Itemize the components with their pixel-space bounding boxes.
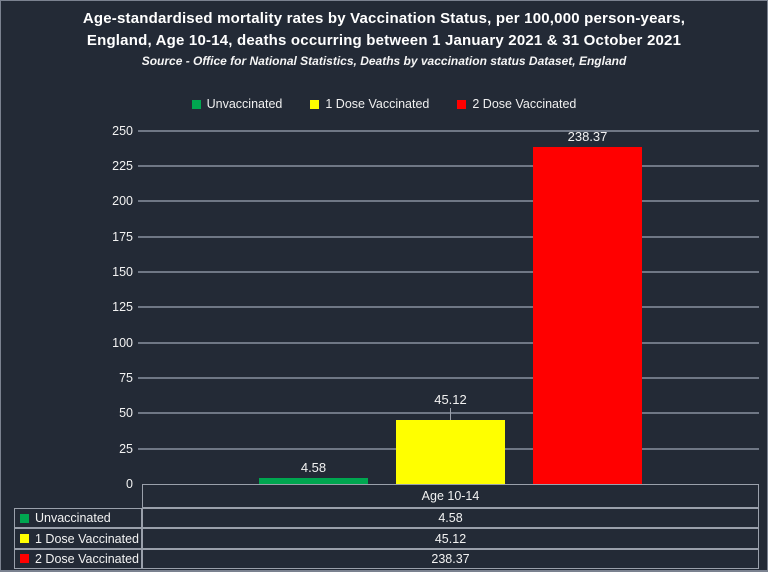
gridline-175 (138, 235, 759, 238)
table-header-cell: Age 10-14 (142, 484, 759, 508)
chart-source-subtitle: Source - Office for National Statistics,… (141, 54, 627, 68)
gridline-125 (138, 306, 759, 309)
table-value-cell-0: 4.58 (142, 508, 759, 529)
gridline-75 (138, 376, 759, 379)
bar-value-label: 238.37 (567, 128, 608, 144)
gridline-250 (138, 129, 759, 132)
bar-value-label: 4.58 (300, 459, 327, 475)
bar-1-dose-vaccinated (396, 420, 505, 484)
title-block: Age-standardised mortality rates by Vacc… (1, 8, 767, 70)
bar-value-label: 45.12 (434, 392, 467, 408)
bar-unvaccinated (259, 477, 368, 484)
gridline-200 (138, 200, 759, 203)
y-tick-label-175: 175 (112, 229, 133, 244)
legend-label: Unvaccinated (206, 97, 283, 111)
gridline-150 (138, 270, 759, 273)
legend-swatch-icon (310, 99, 320, 109)
table-key-label: 2 Dose Vaccinated (35, 551, 139, 566)
y-tick-label-75: 75 (119, 370, 133, 385)
table-key-cell-0: Unvaccinated (14, 508, 142, 529)
y-tick-label-250: 250 (112, 123, 133, 138)
label-leader-line (450, 408, 451, 421)
table-value-cell-1: 45.12 (142, 528, 759, 549)
y-tick-label-100: 100 (112, 335, 133, 350)
table-key-swatch-icon (20, 554, 29, 564)
table-key-cell-1: 1 Dose Vaccinated (14, 528, 142, 549)
legend-swatch-icon (191, 99, 201, 109)
y-tick-label-150: 150 (112, 264, 133, 279)
y-tick-label-225: 225 (112, 158, 133, 173)
table-key-label: Unvaccinated (35, 511, 111, 526)
legend-label: 2 Dose Vaccinated (472, 97, 577, 111)
y-tick-label-125: 125 (112, 300, 133, 315)
legend-label: 1 Dose Vaccinated (325, 97, 430, 111)
legend-item-1: 1 Dose Vaccinated (310, 97, 429, 111)
table-value-cell-2: 238.37 (142, 548, 759, 570)
gridline-100 (138, 341, 759, 344)
gridline-50 (138, 412, 759, 415)
y-tick-label-25: 25 (119, 441, 133, 456)
y-tick-label-50: 50 (119, 406, 133, 421)
chart-title-line-1: Age-standardised mortality rates by Vacc… (82, 10, 686, 27)
y-tick-label-200: 200 (112, 194, 133, 209)
gridline-225 (138, 164, 759, 167)
table-key-label: 1 Dose Vaccinated (35, 531, 139, 546)
table-key-swatch-icon (20, 534, 29, 544)
chart-title-line-2: England, Age 10-14, deaths occurring bet… (86, 32, 682, 49)
table-key-cell-2: 2 Dose Vaccinated (14, 548, 142, 570)
table-key-swatch-icon (20, 513, 29, 523)
slide-bottom-edge (1, 570, 767, 571)
chart-legend: Unvaccinated 1 Dose Vaccinated 2 Dose Vacc… (1, 97, 767, 111)
legend-swatch-icon (457, 99, 467, 109)
legend-item-2: 2 Dose Vaccinated (457, 97, 576, 111)
bar-2-dose-vaccinated (533, 146, 642, 484)
y-tick-label-0: 0 (126, 477, 133, 491)
legend-item-0: Unvaccinated (191, 97, 283, 111)
